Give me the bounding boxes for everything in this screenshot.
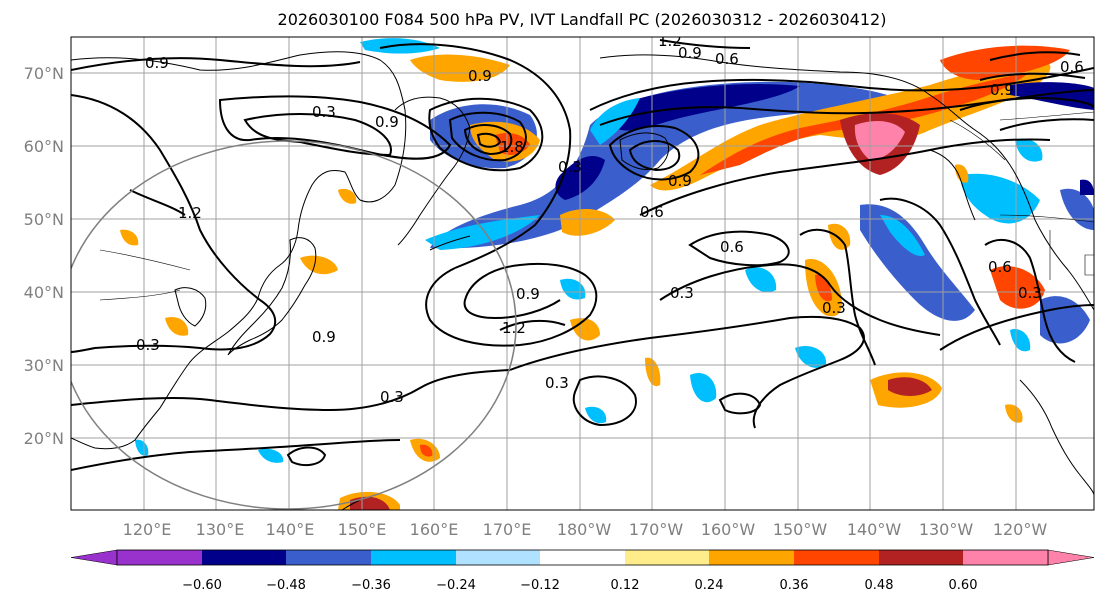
pv-contours [71,39,1094,471]
lon-label: 170°W [629,520,684,539]
lon-label: 150°E [338,520,387,539]
contour-label: 0.3 [670,284,694,302]
contour-label: 0.6 [1060,58,1084,76]
contour-label: 1.8 [500,138,524,156]
lon-label: 170°E [483,520,532,539]
lat-label: 70°N [24,64,64,83]
contour-label: 0.3 [136,336,160,354]
colorbar-tick-label: −0.24 [436,578,476,593]
contour-label: 0.6 [715,50,739,68]
map-area: 0.9 0.3 0.9 1.2 0.9 0.6 0.6 0.9 1.2 0.9 … [71,32,1094,510]
lat-label: 50°N [24,210,64,229]
lon-label: 120°W [993,520,1048,539]
colorbar-tick-label: −0.48 [266,578,306,593]
longitude-labels: 120°E 130°E 140°E 150°E 160°E 170°E 180°… [123,520,1048,539]
colorbar-bin [540,550,625,565]
colorbar-bin [794,550,879,565]
map-title: 2026030100 F084 500 hPa PV, IVT Landfall… [278,10,887,29]
contour-label: 0.3 [545,374,569,392]
contour-label: 0.9 [375,113,399,131]
contour-label: 0.9 [990,81,1014,99]
contour-label: 1.2 [658,32,682,50]
contour-label: 1.2 [178,204,202,222]
colorbar-extend-low [70,549,118,566]
lon-label: 130°W [919,520,974,539]
contour-label: 0.9 [468,67,492,85]
lon-label: 150°W [773,520,828,539]
lat-lon-grid [71,37,1094,510]
contour-label: 0.6 [640,203,664,221]
colorbar-tick-label: 0.36 [780,578,809,593]
contour-label: 0.3 [380,388,404,406]
colorbar-tick-label: 0.12 [611,578,640,593]
colorbar-tick-label: 0.24 [695,578,724,593]
contour-label: 0.6 [988,258,1012,276]
lon-label: 140°W [847,520,902,539]
colorbar-tick-label: −0.12 [520,578,560,593]
contour-label: 0.9 [668,172,692,190]
latitude-labels: 70°N 60°N 50°N 40°N 30°N 20°N [24,64,64,448]
lon-label: 130°E [196,520,245,539]
colorbar-bin [371,550,456,565]
lat-label: 40°N [24,283,64,302]
contour-label: 0.3 [1018,284,1042,302]
political-borders [99,111,1094,301]
colorbar-ticks: −0.60 −0.48 −0.36 −0.24 −0.12 0.12 0.24 … [182,578,977,593]
contour-label: 1.2 [502,319,526,337]
lon-label: 120°E [123,520,172,539]
lat-label: 60°N [24,137,64,156]
colorbar-bin [456,550,541,565]
contour-label: 0.9 [516,285,540,303]
contour-label: 0.6 [720,238,744,256]
colorbar-bin [117,550,202,565]
colorbar-bin [286,550,371,565]
lat-label: 30°N [24,356,64,375]
lon-label: 160°W [701,520,756,539]
contour-label: 0.3 [822,299,846,317]
colorbar-tick-label: 0.60 [949,578,978,593]
contour-labels: 0.9 0.3 0.9 1.2 0.9 0.6 0.6 0.9 1.2 0.9 … [136,32,1084,406]
contour-label: 0.9 [678,44,702,62]
colorbar: −0.60 −0.48 −0.36 −0.24 −0.12 0.12 0.24 … [70,549,1095,593]
colorbar-tick-label: 0.48 [865,578,894,593]
contour-label: 0.3 [558,158,582,176]
colorbar-bin [625,550,710,565]
colorbar-bin [709,550,794,565]
lon-label: 180°W [557,520,612,539]
colorbar-tick-label: −0.36 [351,578,391,593]
contour-label: 0.9 [312,328,336,346]
contour-label: 0.3 [312,103,336,121]
lon-label: 140°E [266,520,315,539]
colorbar-outline [116,549,1049,566]
colorbar-bin [879,550,964,565]
distance-circle [71,140,517,510]
map-frame [70,36,1095,511]
coastlines [71,51,1094,510]
colorbar-bin [963,550,1048,565]
colorbar-tick-label: −0.60 [182,578,222,593]
colorbar-bin [202,550,287,565]
lon-label: 160°E [410,520,459,539]
pv-anomaly-fill [120,38,1094,510]
lat-label: 20°N [24,429,64,448]
contour-label: 0.9 [145,54,169,72]
colorbar-extend-high [1047,549,1095,566]
